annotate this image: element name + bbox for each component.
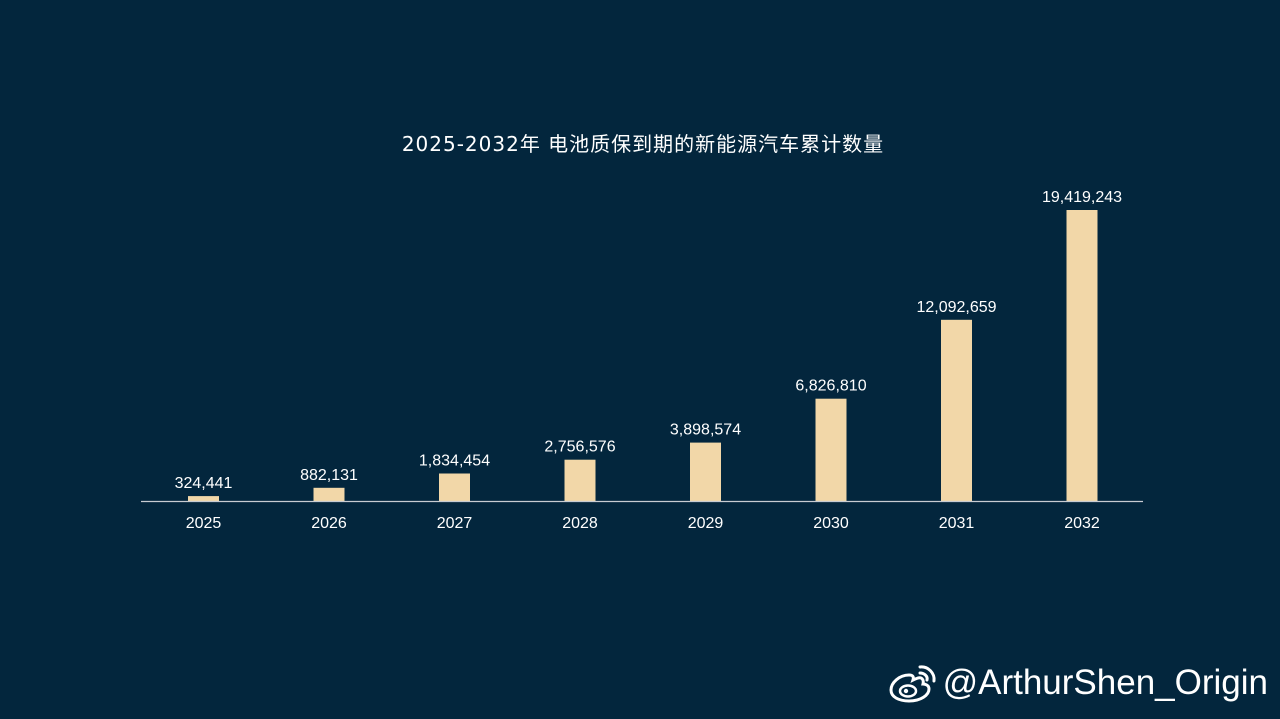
weibo-icon	[889, 663, 937, 703]
value-label-2031: 12,092,659	[916, 299, 996, 316]
value-label-2027: 1,834,454	[419, 453, 490, 470]
value-label-2025: 324,441	[175, 475, 233, 492]
x-tick-label-2025: 2025	[186, 515, 222, 532]
value-label-2028: 2,756,576	[544, 439, 615, 456]
bar-2026	[313, 487, 345, 501]
x-tick-labels-group: 2025 2026 2027 2028 2029 2030 2031 2032	[186, 515, 1100, 532]
bar-2025	[188, 496, 219, 501]
bars-group	[188, 210, 1098, 501]
value-label-2032: 19,419,243	[1042, 189, 1122, 206]
value-label-2030: 6,826,810	[795, 378, 866, 395]
bar-2030	[815, 398, 847, 501]
watermark: @ArthurShen_Origin	[889, 661, 1268, 705]
bar-2029	[690, 442, 721, 501]
x-tick-label-2032: 2032	[1064, 515, 1100, 532]
x-tick-label-2031: 2031	[939, 515, 975, 532]
value-labels-group: 324,441 882,131 1,834,454 2,756,576 3,898,57…	[175, 189, 1123, 492]
x-tick-label-2028: 2028	[562, 515, 598, 532]
x-tick-label-2030: 2030	[813, 515, 849, 532]
bar-2028	[564, 459, 596, 501]
bar-2032	[1066, 210, 1098, 501]
bar-2027	[439, 473, 470, 501]
value-label-2029: 3,898,574	[670, 422, 741, 439]
value-label-2026: 882,131	[300, 467, 358, 484]
x-tick-label-2026: 2026	[311, 515, 347, 532]
x-tick-label-2027: 2027	[437, 515, 473, 532]
chart-title: 2025-2032年 电池质保到期的新能源汽车累计数量	[402, 132, 884, 156]
bar-2031	[941, 319, 972, 501]
x-tick-label-2029: 2029	[688, 515, 724, 532]
watermark-text: @ArthurShen_Origin	[942, 663, 1268, 702]
